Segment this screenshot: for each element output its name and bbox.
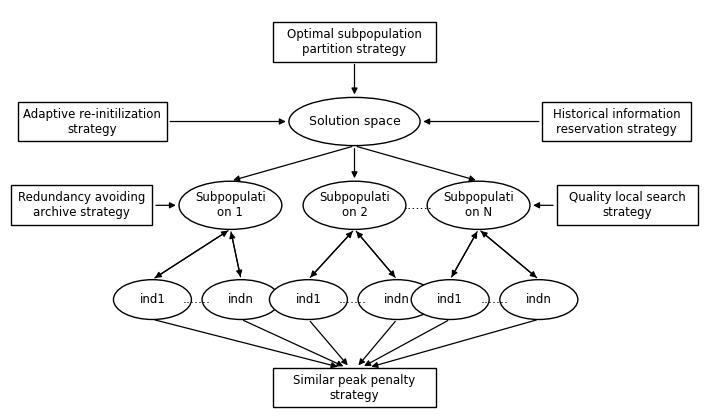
Text: indn: indn — [526, 293, 552, 306]
Text: Historical information
reservation strategy: Historical information reservation strat… — [553, 108, 681, 135]
FancyBboxPatch shape — [11, 185, 152, 225]
Text: .......: ....... — [481, 293, 509, 306]
Text: .......: ....... — [339, 293, 367, 306]
FancyBboxPatch shape — [557, 185, 698, 225]
FancyBboxPatch shape — [273, 22, 436, 62]
Text: indn: indn — [228, 293, 254, 306]
Text: Similar peak penalty
strategy: Similar peak penalty strategy — [294, 374, 415, 401]
Text: indn: indn — [384, 293, 410, 306]
Text: Solution space: Solution space — [308, 115, 401, 128]
Ellipse shape — [500, 280, 578, 320]
Text: Optimal subpopulation
partition strategy: Optimal subpopulation partition strategy — [287, 28, 422, 56]
Text: ind1: ind1 — [437, 293, 463, 306]
Ellipse shape — [427, 181, 530, 230]
Ellipse shape — [303, 181, 406, 230]
FancyBboxPatch shape — [273, 368, 436, 407]
Ellipse shape — [179, 181, 281, 230]
Text: .......: ....... — [183, 293, 211, 306]
Text: Subpopulati
on N: Subpopulati on N — [443, 191, 514, 219]
Ellipse shape — [358, 280, 436, 320]
Text: Subpopulati
on 2: Subpopulati on 2 — [319, 191, 390, 219]
Text: Quality local search
strategy: Quality local search strategy — [569, 191, 686, 219]
Text: Adaptive re-initilization
strategy: Adaptive re-initilization strategy — [23, 108, 161, 135]
Text: ind1: ind1 — [296, 293, 321, 306]
FancyBboxPatch shape — [542, 102, 691, 142]
Text: ind1: ind1 — [140, 293, 165, 306]
FancyBboxPatch shape — [18, 102, 167, 142]
Ellipse shape — [411, 280, 489, 320]
Ellipse shape — [289, 98, 420, 146]
Ellipse shape — [113, 280, 191, 320]
Ellipse shape — [269, 280, 347, 320]
Ellipse shape — [202, 280, 280, 320]
Text: Redundancy avoiding
archive strategy: Redundancy avoiding archive strategy — [18, 191, 145, 219]
Text: .......: ....... — [404, 199, 432, 212]
Text: Subpopulati
on 1: Subpopulati on 1 — [195, 191, 266, 219]
